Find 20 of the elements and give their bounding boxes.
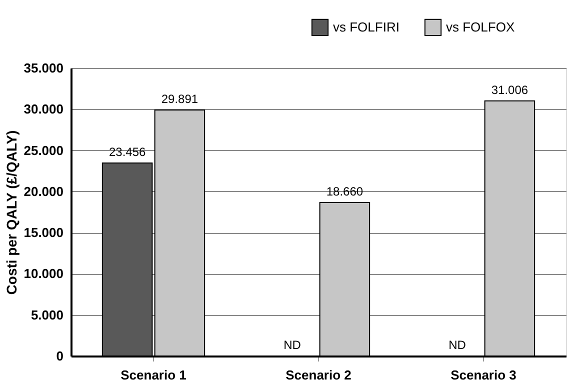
data-label: 29.891: [161, 92, 198, 106]
text: ND: [448, 338, 466, 352]
y-tick-label: 20.000: [24, 184, 64, 199]
x-tick-label: Scenario 3: [450, 368, 516, 382]
data-label: 31.006: [491, 82, 528, 97]
y-axis-title: Costi per QALY (£/QALY): [4, 130, 20, 295]
data-label: 23.456: [108, 144, 146, 159]
legend-label: vs FOLFOX: [446, 19, 515, 34]
text: ND: [284, 338, 301, 352]
y-tick-label: 25.000: [24, 142, 64, 158]
y-tick-label: 0: [56, 348, 64, 364]
y-tick-label: 5.000: [30, 307, 64, 322]
legend-label: vs FOLFIRI: [333, 19, 400, 34]
x-tick-label: Scenario 1: [120, 368, 186, 382]
y-tick-label: 10.000: [24, 266, 64, 282]
y-tick-label: 30.000: [24, 102, 64, 117]
x-tick-label: Scenario 2: [286, 368, 352, 382]
y-tick-label: 15.000: [24, 225, 64, 240]
y-tick-label: 35.000: [24, 60, 64, 76]
data-label: 18.660: [326, 184, 364, 198]
